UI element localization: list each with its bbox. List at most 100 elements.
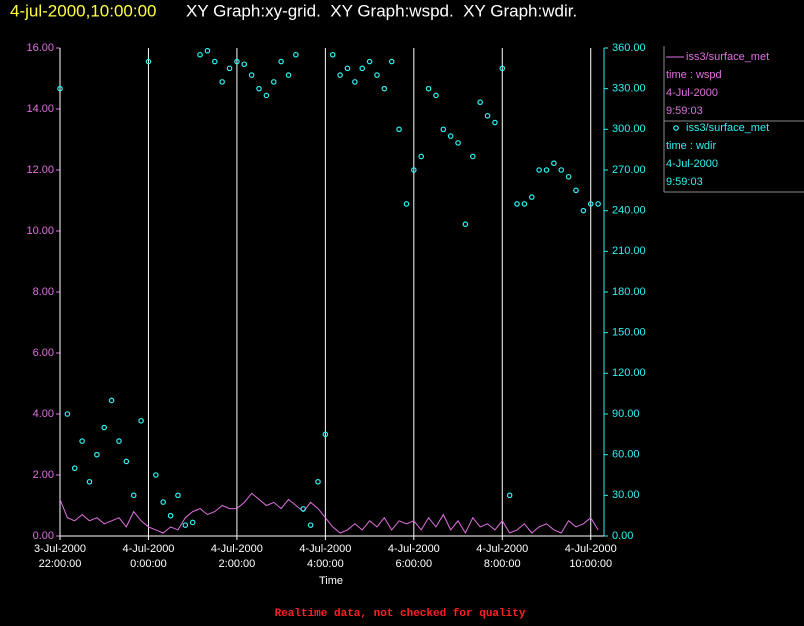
wdir-point <box>226 65 233 72</box>
x-tick-label: 22:00:00 <box>39 558 82 570</box>
wdir-point <box>219 79 225 85</box>
y2-tick-label: 60.00 <box>612 449 640 461</box>
wdir-point <box>352 79 358 85</box>
wdir-point <box>359 65 366 72</box>
wdir-point <box>285 72 292 78</box>
y2-tick-label: 270.00 <box>612 164 646 176</box>
y-tick-label: 16.00 <box>26 42 54 54</box>
y2-tick-label: 300.00 <box>612 123 646 135</box>
legend-line: 9:59:03 <box>666 176 703 188</box>
y2-tick-label: 120.00 <box>612 367 646 379</box>
wdir-point <box>197 51 203 58</box>
wdir-point <box>130 492 137 499</box>
wdir-point <box>433 92 439 99</box>
wdir-point <box>573 187 579 194</box>
wdir-point <box>86 478 93 485</box>
y-tick-label: 0.00 <box>33 530 54 542</box>
wdir-point <box>234 58 240 65</box>
x-tick-label: 4-Jul-2000 <box>211 543 263 555</box>
wdir-point <box>175 492 181 499</box>
x-tick-label: 8:00:00 <box>484 558 521 570</box>
wdir-point <box>64 411 71 417</box>
x-tick-label: 4-Jul-2000 <box>476 543 528 555</box>
wdir-point <box>293 51 299 58</box>
y2-tick-label: 0.00 <box>612 530 633 542</box>
wdir-point <box>499 65 506 72</box>
wdir-point <box>506 492 513 499</box>
legend-line: time : wdir <box>666 140 716 152</box>
wdir-point <box>101 424 108 431</box>
graph-list: XY Graph:xy-grid. XY Graph:wspd. XY Grap… <box>186 1 577 20</box>
chart-title: 4-jul-2000,10:00:00 <box>10 1 157 20</box>
y2-tick-label: 90.00 <box>612 408 640 420</box>
y-tick-label: 12.00 <box>26 164 54 176</box>
wdir-point <box>492 119 498 126</box>
wdir-point <box>108 397 115 404</box>
wdir-point <box>241 61 248 68</box>
wdir-point <box>270 79 277 85</box>
wdir-point <box>536 167 542 173</box>
legend-name: iss3/surface_met <box>686 51 769 63</box>
x-tick-label: 4-Jul-2000 <box>299 543 351 555</box>
y2-tick-label: 240.00 <box>612 205 646 217</box>
wdir-point <box>447 133 454 139</box>
wdir-point <box>565 173 572 180</box>
wdir-point <box>278 58 284 65</box>
wdir-point <box>477 99 483 106</box>
wdir-point <box>344 65 351 72</box>
y2-tick-label: 180.00 <box>612 286 646 298</box>
x-tick-label: 4-Jul-2000 <box>388 543 440 555</box>
wdir-point <box>521 201 528 207</box>
x-axis-label: Time <box>319 575 343 587</box>
footer-note: Realtime data, not checked for quality <box>275 608 526 620</box>
wdir-point <box>587 201 594 207</box>
wdir-point <box>595 201 601 207</box>
legend-swatch <box>673 125 679 131</box>
wdir-point <box>455 140 461 146</box>
wdir-point <box>167 512 174 519</box>
wdir-point <box>366 58 373 65</box>
wdir-point <box>543 167 550 173</box>
wdir-point <box>580 207 587 214</box>
wdir-point <box>329 51 336 58</box>
wdir-point <box>514 201 520 207</box>
wdir-point <box>300 506 307 512</box>
wdir-point <box>411 167 417 173</box>
legend-line: 9:59:03 <box>666 105 703 117</box>
x-tick-label: 2:00:00 <box>219 558 256 570</box>
wdir-point <box>123 458 130 465</box>
wdir-point <box>211 58 218 65</box>
wdir-point <box>160 499 166 505</box>
wdir-point <box>204 47 211 54</box>
wdir-point <box>307 522 314 528</box>
x-tick-label: 0:00:00 <box>130 558 167 570</box>
wdir-point <box>425 85 432 92</box>
wdir-point <box>462 221 469 228</box>
x-tick-label: 4-Jul-2000 <box>122 543 174 555</box>
wdir-point <box>440 126 447 133</box>
y2-tick-label: 210.00 <box>612 245 646 257</box>
wdir-point <box>71 465 78 472</box>
wdir-point <box>374 72 380 78</box>
x-tick-label: 4:00:00 <box>307 558 344 570</box>
y2-tick-label: 150.00 <box>612 327 646 339</box>
wdir-point <box>263 92 270 99</box>
y-tick-label: 8.00 <box>33 286 54 298</box>
y-tick-label: 2.00 <box>33 469 54 481</box>
wdir-point <box>79 438 85 444</box>
wdir-point <box>418 153 424 160</box>
y2-tick-label: 330.00 <box>612 83 646 95</box>
x-tick-label: 4-Jul-2000 <box>565 543 617 555</box>
wdir-point <box>189 519 196 526</box>
wdir-point <box>551 160 557 167</box>
y-tick-label: 4.00 <box>33 408 54 420</box>
wdir-point <box>57 85 63 92</box>
wdir-point <box>145 58 152 65</box>
wdir-point <box>153 472 159 478</box>
wdir-point <box>322 431 329 438</box>
wspd-line <box>59 492 599 535</box>
wdir-point <box>182 522 189 528</box>
wdir-point <box>558 167 565 173</box>
x-tick-label: 6:00:00 <box>395 558 432 570</box>
